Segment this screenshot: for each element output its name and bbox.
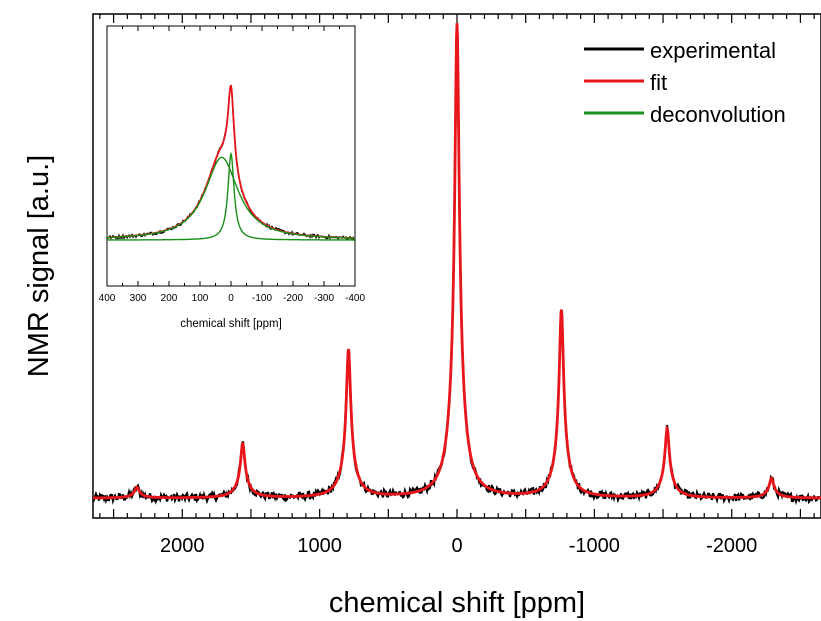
main-x-axis-label: chemical shift [ppm] [329,587,585,619]
legend-label-fit: fit [650,70,667,95]
legend: experimental fit deconvolution [584,38,786,127]
inset-x-tick-label: 0 [228,293,234,304]
main-y-axis-label: NMR signal [a.u.] [23,155,55,377]
inset-x-tick-label: 300 [130,293,147,304]
inset-series-group [106,84,356,242]
inset-deconvolution-component-1 [107,156,356,239]
main-x-tick-label: 2000 [160,535,205,557]
main-x-tick-label: -2000 [706,535,757,557]
main-x-tick-labels: 2000 1000 0 -1000 -2000 [160,535,757,557]
legend-label-deconvolution: deconvolution [650,102,786,127]
inset-x-tick-labels: 400 300 200 100 0 -100 -200 -300 -400 [99,293,366,304]
series-line-fit [93,23,821,500]
inset-deconvolution-component-2 [107,151,355,241]
main-x-ticks [99,14,815,518]
inset-x-tick-label: -200 [283,293,303,304]
inset-x-tick-label: 100 [192,293,209,304]
main-x-tick-label: 0 [451,535,462,557]
main-x-tick-label: -1000 [569,535,620,557]
inset-x-tick-label: -400 [345,293,365,304]
inset-x-tick-label: 400 [99,293,116,304]
main-series-group [91,23,821,506]
inset-x-axis-label: chemical shift [ppm] [180,318,282,330]
inset-x-tick-label: -100 [252,293,272,304]
inset-x-tick-label: -300 [314,293,334,304]
legend-label-experimental: experimental [650,38,776,63]
inset-x-ticks [106,26,356,286]
inset-x-tick-label: 200 [161,293,178,304]
main-x-tick-label: 1000 [297,535,342,557]
